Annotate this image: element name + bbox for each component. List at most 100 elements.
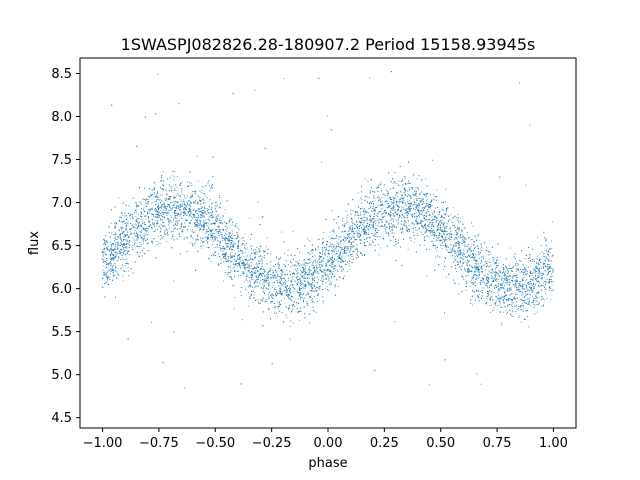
data-point: [102, 254, 104, 256]
data-point: [535, 299, 537, 301]
data-point: [322, 249, 324, 251]
data-point: [220, 220, 222, 222]
data-point: [142, 221, 144, 223]
data-point: [428, 224, 430, 226]
data-point: [297, 292, 299, 294]
data-point: [534, 279, 536, 281]
data-point: [134, 211, 136, 213]
data-point: [257, 274, 259, 276]
data-point: [151, 227, 153, 229]
data-point: [346, 219, 348, 221]
data-point: [484, 275, 486, 277]
data-point: [249, 238, 252, 240]
data-point: [538, 276, 540, 278]
data-point: [255, 270, 257, 272]
data-point: [199, 221, 201, 223]
data-point: [351, 221, 353, 223]
data-point: [471, 304, 473, 306]
data-point: [482, 280, 484, 282]
data-point: [110, 222, 112, 224]
data-point: [429, 205, 431, 208]
data-point: [474, 246, 476, 249]
data-point: [551, 267, 553, 269]
data-point: [338, 227, 340, 230]
data-point: [457, 213, 459, 215]
data-point: [425, 194, 428, 196]
data-point: [534, 270, 536, 272]
data-point: [222, 230, 224, 232]
data-point: [283, 297, 285, 300]
data-point: [393, 232, 395, 234]
data-point: [113, 237, 115, 239]
data-point: [487, 291, 489, 293]
data-point: [340, 267, 342, 269]
data-point: [536, 280, 538, 282]
data-point: [461, 229, 463, 231]
data-point: [148, 216, 150, 219]
data-point: [148, 212, 150, 214]
data-point: [160, 207, 163, 209]
data-point: [311, 301, 314, 303]
data-point: [470, 245, 472, 247]
data-point: [392, 219, 394, 221]
data-point: [543, 256, 545, 258]
data-point: [471, 266, 473, 268]
data-point: [449, 227, 451, 229]
data-point: [292, 264, 294, 266]
data-point: [434, 233, 436, 235]
data-point: [497, 263, 499, 265]
data-point: [133, 227, 135, 229]
data-point: [416, 198, 418, 200]
data-point: [389, 215, 391, 217]
data-point: [457, 251, 459, 253]
data-point: [336, 269, 338, 271]
data-point: [232, 240, 234, 242]
data-point: [142, 213, 144, 215]
data-point: [310, 270, 312, 272]
data-point: [225, 228, 227, 231]
data-point: [441, 219, 443, 221]
data-point: [545, 244, 547, 246]
data-point: [382, 204, 384, 206]
data-point: [482, 276, 484, 278]
data-point: [345, 223, 347, 225]
data-point: [171, 186, 173, 188]
data-point: [409, 213, 411, 215]
data-point: [496, 280, 498, 282]
data-point: [186, 206, 188, 208]
data-point: [286, 281, 288, 283]
data-point: [188, 223, 190, 225]
data-point: [358, 217, 360, 219]
data-point: [171, 175, 173, 177]
data-point: [378, 198, 380, 200]
data-point: [315, 272, 317, 274]
data-point: [153, 193, 155, 195]
data-point: [471, 277, 473, 279]
data-point: [260, 260, 262, 262]
data-point: [448, 237, 450, 239]
data-point: [163, 209, 165, 211]
data-point: [255, 249, 257, 251]
data-point: [543, 259, 545, 261]
data-point: [236, 256, 239, 258]
data-point: [113, 257, 115, 259]
data-point: [208, 219, 211, 221]
data-point: [529, 124, 531, 126]
data-point: [247, 275, 249, 277]
data-point: [532, 248, 534, 250]
data-point: [243, 255, 245, 257]
data-point: [206, 232, 208, 234]
data-point: [200, 216, 202, 219]
data-point: [126, 245, 128, 247]
data-point: [323, 278, 325, 280]
data-point: [331, 209, 333, 212]
data-point: [292, 279, 294, 281]
data-point: [274, 275, 276, 277]
data-point: [229, 259, 231, 261]
data-point: [410, 197, 412, 200]
data-point: [201, 240, 203, 242]
data-point: [440, 215, 443, 217]
data-point: [121, 267, 123, 269]
data-point: [218, 206, 220, 208]
